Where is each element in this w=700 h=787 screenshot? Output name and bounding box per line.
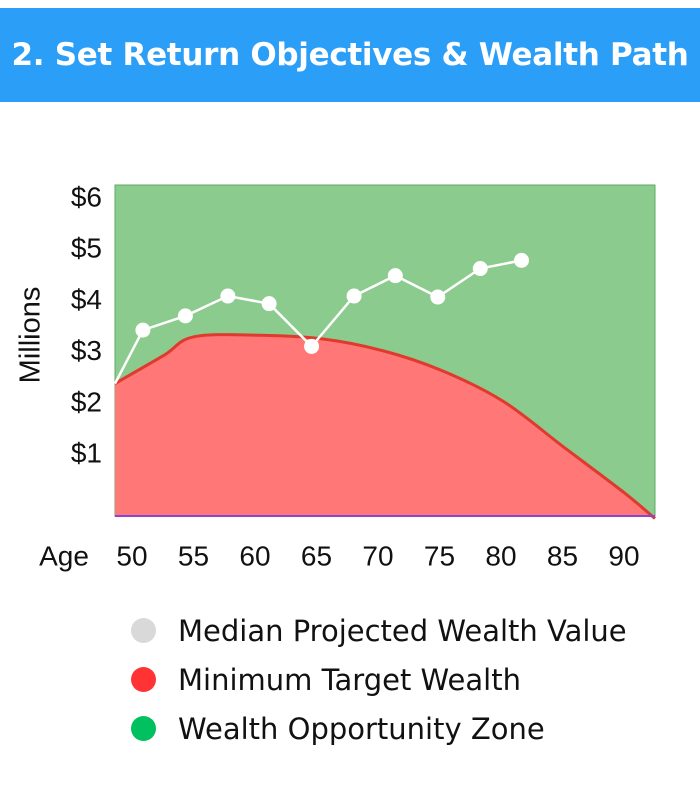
x-tick-label: 85	[547, 541, 578, 572]
minimum-target-line	[114, 333, 656, 520]
y-tick-label: $3	[71, 335, 102, 366]
median-wealth-point	[177, 308, 193, 324]
median-wealth-point	[346, 288, 362, 304]
y-tick-label: $4	[71, 284, 102, 315]
legend: Median Projected Wealth Value Minimum Ta…	[131, 606, 627, 753]
x-tick-label: 60	[239, 541, 270, 572]
minimum-target-area	[115, 334, 655, 519]
x-tick-label: 65	[301, 541, 332, 572]
median-wealth-markers	[135, 252, 530, 354]
legend-dot-median	[131, 618, 156, 643]
page-header: 2. Set Return Objectives & Wealth Path	[0, 8, 700, 102]
legend-dot-minimum	[131, 667, 156, 692]
page-title: 2. Set Return Objectives & Wealth Path	[11, 37, 689, 73]
median-wealth-point	[261, 296, 277, 312]
y-tick-label: $6	[71, 182, 102, 213]
y-tick-label: $5	[71, 233, 102, 264]
x-tick-label: 50	[116, 541, 147, 572]
y-tick-label: $2	[71, 386, 102, 417]
median-wealth-point	[304, 338, 320, 354]
median-wealth-point	[430, 289, 446, 305]
x-tick-label: 70	[362, 541, 393, 572]
median-wealth-point	[514, 252, 530, 268]
x-tick-label: 80	[485, 541, 516, 572]
wealth-path-chart: $6 $5 $4 $3 $2 $1 Age 50 55 60 65 70 75 80 85 90	[39, 182, 656, 572]
legend-label-minimum: Minimum Target Wealth	[178, 662, 521, 697]
x-tick-label: 90	[608, 541, 639, 572]
median-wealth-point	[472, 261, 488, 277]
x-axis: Age 50 55 60 65 70 75 80 85 90	[39, 541, 639, 572]
x-axis-label: Age	[39, 541, 89, 572]
legend-dot-opportunity	[131, 716, 156, 741]
legend-label-opportunity: Wealth Opportunity Zone	[178, 711, 545, 746]
median-wealth-point	[220, 288, 236, 304]
y-tick-label: $1	[71, 438, 102, 469]
legend-item-opportunity: Wealth Opportunity Zone	[131, 704, 627, 753]
median-wealth-point	[387, 268, 403, 284]
median-wealth-point	[135, 322, 151, 338]
legend-item-median: Median Projected Wealth Value	[131, 606, 627, 655]
legend-item-minimum: Minimum Target Wealth	[131, 655, 627, 704]
legend-label-median: Median Projected Wealth Value	[178, 613, 627, 648]
x-tick-label: 55	[178, 541, 209, 572]
y-tick-labels: $6 $5 $4 $3 $2 $1	[71, 182, 102, 469]
x-tick-label: 75	[424, 541, 455, 572]
